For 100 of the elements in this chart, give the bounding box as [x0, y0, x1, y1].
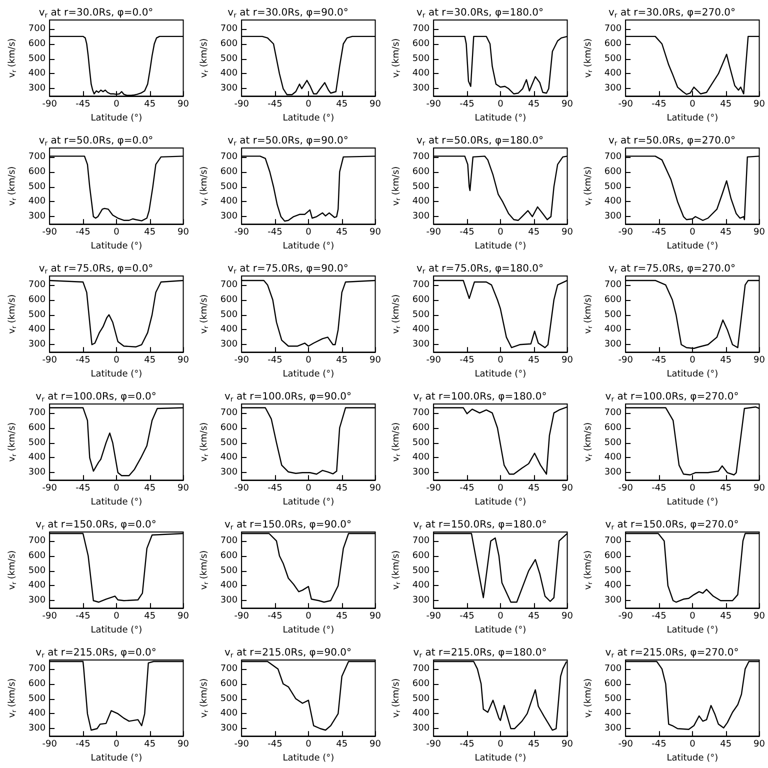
y-tick-label: 400 [604, 196, 622, 207]
x-tick-label: -45 [460, 612, 474, 622]
y-tick-label: 400 [604, 708, 622, 719]
x-tick-label: -45 [268, 228, 282, 238]
y-tick-label: 300 [604, 724, 622, 734]
y-tick-label: 600 [604, 166, 622, 177]
y-tick-label: 300 [604, 84, 622, 94]
x-axis-title: Latitude (°) [282, 754, 334, 764]
y-tick-label: 300 [28, 340, 46, 350]
y-tick-label: 600 [604, 38, 622, 49]
x-tick-label: 90 [562, 484, 574, 494]
x-tick-label: -45 [268, 484, 282, 494]
y-tick-label: 600 [412, 38, 430, 49]
y-tick-label: 600 [28, 38, 46, 49]
x-tick-label: 90 [370, 228, 382, 238]
x-tick-label: 0 [690, 228, 696, 238]
y-tick-label: 700 [28, 24, 46, 34]
x-axis-title: Latitude (°) [90, 498, 142, 508]
y-tick-label: 400 [220, 324, 238, 335]
x-tick-label: -90 [42, 740, 58, 750]
x-tick-label: 0 [114, 484, 120, 494]
y-tick-label: 700 [220, 280, 238, 290]
x-axis-title: Latitude (°) [474, 626, 526, 636]
x-tick-label: -45 [268, 740, 282, 750]
y-tick-label: 700 [412, 152, 430, 162]
y-tick-label: 500 [28, 694, 46, 704]
y-tick-label: 500 [220, 310, 238, 320]
x-tick-label: 0 [306, 228, 312, 238]
y-tick-label: 500 [220, 694, 238, 704]
y-tick-label: 300 [412, 596, 430, 606]
x-tick-label: 0 [306, 100, 312, 110]
y-tick-label: 300 [412, 468, 430, 478]
x-tick-label: 45 [720, 740, 732, 750]
y-tick-label: 500 [412, 438, 430, 448]
y-tick-label: 400 [412, 580, 430, 591]
y-tick-label: 500 [604, 54, 622, 64]
x-tick-label: 0 [306, 740, 312, 750]
y-tick-label: 700 [220, 24, 238, 34]
x-tick-label: 90 [370, 356, 382, 366]
x-tick-label: 45 [528, 100, 540, 110]
y-tick-label: 300 [412, 724, 430, 734]
x-tick-label: 0 [114, 612, 120, 622]
y-tick-label: 300 [604, 340, 622, 350]
y-tick-label: 500 [604, 566, 622, 576]
y-tick-label: 400 [604, 324, 622, 335]
x-tick-label: -45 [652, 740, 666, 750]
x-tick-label: 90 [754, 740, 766, 750]
y-tick-label: 400 [412, 68, 430, 79]
y-tick-label: 700 [412, 24, 430, 34]
x-tick-label: 45 [336, 356, 348, 366]
y-tick-label: 700 [28, 152, 46, 162]
y-tick-label: 500 [28, 310, 46, 320]
x-tick-label: 45 [144, 740, 156, 750]
y-tick-label: 600 [604, 294, 622, 305]
x-tick-label: 45 [720, 228, 732, 238]
x-tick-label: -45 [268, 356, 282, 366]
x-tick-label: -45 [268, 100, 282, 110]
x-tick-label: 0 [690, 612, 696, 622]
y-tick-label: 400 [412, 452, 430, 463]
y-tick-label: 400 [604, 580, 622, 591]
x-tick-label: 45 [720, 484, 732, 494]
y-tick-label: 300 [604, 212, 622, 222]
y-tick-label: 300 [28, 468, 46, 478]
x-axis-title: Latitude (°) [282, 114, 334, 124]
y-tick-label: 300 [28, 212, 46, 222]
x-tick-label: 90 [754, 356, 766, 366]
y-tick-label: 300 [412, 84, 430, 94]
x-tick-label: 90 [370, 612, 382, 622]
y-tick-label: 600 [28, 294, 46, 305]
x-tick-label: 0 [114, 100, 120, 110]
x-tick-label: 90 [178, 484, 190, 494]
x-tick-label: 0 [498, 228, 504, 238]
x-axis-title: Latitude (°) [666, 626, 718, 636]
x-tick-label: 45 [720, 100, 732, 110]
x-tick-label: 0 [306, 356, 312, 366]
x-tick-label: 45 [336, 228, 348, 238]
y-tick-label: 300 [220, 468, 238, 478]
y-tick-label: 700 [220, 408, 238, 418]
y-tick-label: 400 [28, 196, 46, 207]
x-tick-label: 45 [336, 740, 348, 750]
y-tick-label: 600 [412, 294, 430, 305]
y-tick-label: 600 [220, 38, 238, 49]
x-tick-label: 90 [562, 740, 574, 750]
y-tick-label: 600 [604, 678, 622, 689]
y-tick-label: 500 [604, 310, 622, 320]
y-tick-label: 600 [28, 550, 46, 561]
y-tick-label: 500 [412, 54, 430, 64]
y-tick-label: 700 [604, 152, 622, 162]
y-tick-label: 400 [412, 324, 430, 335]
x-tick-label: 45 [144, 612, 156, 622]
y-tick-label: 300 [604, 596, 622, 606]
x-tick-label: -90 [42, 100, 58, 110]
x-tick-label: 90 [178, 100, 190, 110]
x-tick-label: -90 [426, 484, 442, 494]
y-tick-label: 700 [604, 664, 622, 674]
x-tick-label: 90 [178, 740, 190, 750]
y-tick-label: 400 [412, 708, 430, 719]
x-axis-title: Latitude (°) [90, 370, 142, 380]
y-tick-label: 300 [220, 84, 238, 94]
y-tick-label: 300 [220, 596, 238, 606]
